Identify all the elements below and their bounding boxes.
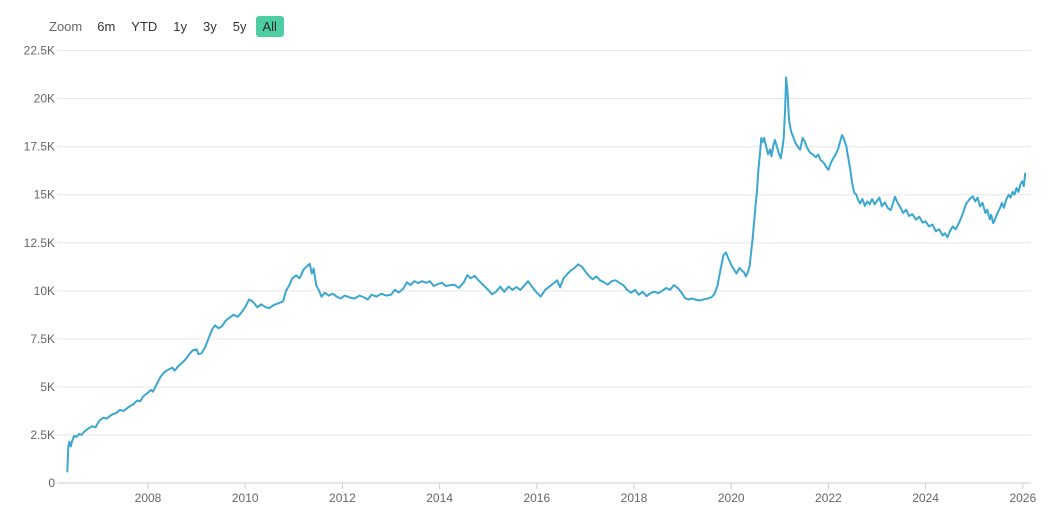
range-button-5y[interactable]: 5y: [226, 16, 254, 37]
range-button-all[interactable]: All: [255, 16, 284, 37]
x-tick-label: 2022: [815, 491, 842, 505]
y-tick-label: 7.5K: [30, 332, 55, 346]
y-tick-label: 0: [48, 476, 55, 490]
series-line: [66, 76, 1027, 473]
range-selector: Zoom 6m YTD 1y 3y 5y All: [49, 16, 284, 37]
x-tick-label: 2012: [329, 491, 356, 505]
range-button-1y[interactable]: 1y: [166, 16, 194, 37]
y-tick-label: 12.5K: [24, 236, 55, 250]
x-tick-label: 2024: [912, 491, 939, 505]
y-tick-label: 10K: [34, 284, 55, 298]
x-tick-label: 2008: [135, 491, 162, 505]
range-button-3y[interactable]: 3y: [196, 16, 224, 37]
y-tick-label: 5K: [40, 380, 55, 394]
y-tick-label: 17.5K: [24, 140, 55, 154]
y-tick-label: 15K: [34, 188, 55, 202]
range-button-ytd[interactable]: YTD: [124, 16, 164, 37]
y-tick-label: 20K: [34, 92, 55, 106]
x-tick-label: 2020: [718, 491, 745, 505]
y-tick-label: 2.5K: [30, 428, 55, 442]
x-tick-label: 2010: [232, 491, 259, 505]
y-tick-label: 22.5K: [24, 44, 55, 58]
zoom-label: Zoom: [49, 19, 83, 34]
x-tick-label: 2018: [621, 491, 648, 505]
x-tick-label: 2026: [1009, 491, 1036, 505]
x-tick-label: 2016: [523, 491, 550, 505]
range-button-6m[interactable]: 6m: [90, 16, 122, 37]
x-tick-label: 2014: [426, 491, 453, 505]
